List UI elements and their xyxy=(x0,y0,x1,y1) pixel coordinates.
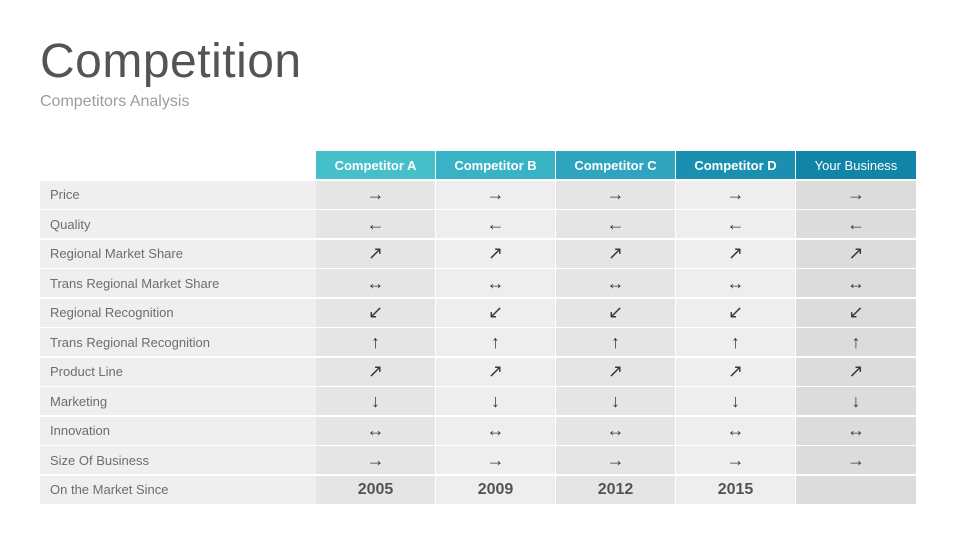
arrow-left-right-icon: ↔ xyxy=(796,269,916,297)
arrow-up-icon: ↑ xyxy=(316,328,436,356)
arrow-up-right-icon: ↗ xyxy=(436,239,556,268)
row-label: Marketing xyxy=(40,387,316,415)
arrow-up-right-icon: ↗ xyxy=(676,357,796,386)
arrow-down-left-icon: ↙ xyxy=(556,298,676,327)
arrow-right-icon: → xyxy=(316,446,436,474)
year-value: 2012 xyxy=(556,475,676,504)
year-value xyxy=(796,475,916,504)
row-label: Regional Recognition xyxy=(40,298,316,327)
arrow-left-right-icon: ↔ xyxy=(556,269,676,297)
arrow-left-right-icon: ↔ xyxy=(316,416,436,445)
row-label: Trans Regional Recognition xyxy=(40,328,316,356)
arrow-left-icon: ← xyxy=(796,210,916,238)
column-header: Competitor C xyxy=(556,151,676,179)
arrow-left-icon: ← xyxy=(556,210,676,238)
table-corner xyxy=(40,151,316,179)
arrow-up-right-icon: ↗ xyxy=(316,357,436,386)
arrow-right-icon: → xyxy=(796,446,916,474)
arrow-down-icon: ↓ xyxy=(556,387,676,415)
arrow-up-right-icon: ↗ xyxy=(316,239,436,268)
arrow-right-icon: → xyxy=(436,180,556,209)
arrow-left-right-icon: ↔ xyxy=(676,416,796,445)
arrow-down-left-icon: ↙ xyxy=(676,298,796,327)
arrow-right-icon: → xyxy=(796,180,916,209)
arrow-up-right-icon: ↗ xyxy=(796,239,916,268)
column-header: Your Business xyxy=(796,151,916,179)
arrow-down-left-icon: ↙ xyxy=(316,298,436,327)
arrow-up-right-icon: ↗ xyxy=(556,357,676,386)
arrow-right-icon: → xyxy=(556,446,676,474)
column-header: Competitor B xyxy=(436,151,556,179)
arrow-down-icon: ↓ xyxy=(676,387,796,415)
year-value: 2005 xyxy=(316,475,436,504)
arrow-left-icon: ← xyxy=(676,210,796,238)
arrow-left-right-icon: ↔ xyxy=(316,269,436,297)
row-label: Size Of Business xyxy=(40,446,316,474)
row-label: Price xyxy=(40,180,316,209)
arrow-right-icon: → xyxy=(436,446,556,474)
arrow-left-right-icon: ↔ xyxy=(796,416,916,445)
column-header: Competitor A xyxy=(316,151,436,179)
arrow-right-icon: → xyxy=(676,446,796,474)
arrow-right-icon: → xyxy=(556,180,676,209)
arrow-left-right-icon: ↔ xyxy=(436,416,556,445)
arrow-down-left-icon: ↙ xyxy=(436,298,556,327)
year-value: 2015 xyxy=(676,475,796,504)
arrow-up-icon: ↑ xyxy=(676,328,796,356)
arrow-up-icon: ↑ xyxy=(796,328,916,356)
arrow-up-right-icon: ↗ xyxy=(796,357,916,386)
arrow-left-right-icon: ↔ xyxy=(556,416,676,445)
arrow-left-icon: ← xyxy=(316,210,436,238)
arrow-left-icon: ← xyxy=(436,210,556,238)
row-label: Quality xyxy=(40,210,316,238)
column-header: Competitor D xyxy=(676,151,796,179)
arrow-left-right-icon: ↔ xyxy=(676,269,796,297)
arrow-down-left-icon: ↙ xyxy=(796,298,916,327)
year-value: 2009 xyxy=(436,475,556,504)
arrow-up-right-icon: ↗ xyxy=(676,239,796,268)
row-label: Product Line xyxy=(40,357,316,386)
arrow-left-right-icon: ↔ xyxy=(436,269,556,297)
row-label: Innovation xyxy=(40,416,316,445)
arrow-up-right-icon: ↗ xyxy=(436,357,556,386)
arrow-up-icon: ↑ xyxy=(436,328,556,356)
competition-table: Competitor A Competitor B Competitor C C… xyxy=(40,151,918,504)
page-subtitle: Competitors Analysis xyxy=(40,93,190,110)
arrow-up-right-icon: ↗ xyxy=(556,239,676,268)
row-label: Trans Regional Market Share xyxy=(40,269,316,297)
arrow-down-icon: ↓ xyxy=(436,387,556,415)
arrow-down-icon: ↓ xyxy=(316,387,436,415)
arrow-down-icon: ↓ xyxy=(796,387,916,415)
row-label: Regional Market Share xyxy=(40,239,316,268)
arrow-right-icon: → xyxy=(676,180,796,209)
arrow-right-icon: → xyxy=(316,180,436,209)
arrow-up-icon: ↑ xyxy=(556,328,676,356)
row-label: On the Market Since xyxy=(40,475,316,504)
page-title: Competition xyxy=(40,35,302,88)
